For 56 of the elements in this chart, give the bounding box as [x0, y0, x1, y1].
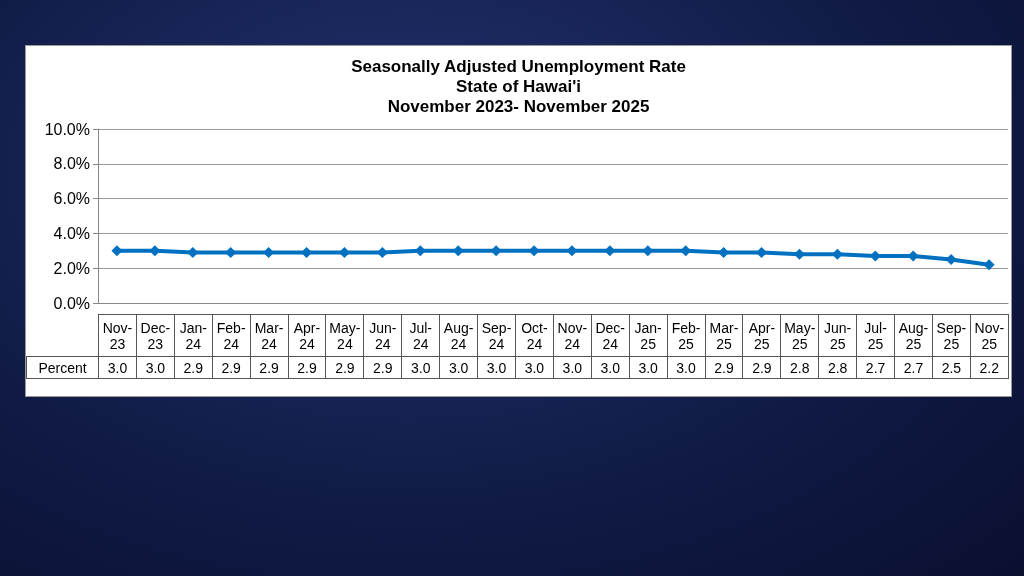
data-label: 2.9 [250, 356, 289, 379]
x-tick-label: Jan-24 [174, 314, 213, 357]
data-label: 2.9 [288, 356, 326, 379]
data-label: 2.9 [325, 356, 364, 379]
x-tick-label: Apr-24 [288, 314, 326, 357]
data-label: 2.9 [174, 356, 213, 379]
y-tick-label: 2.0% [53, 259, 90, 277]
y-tick-label: 8.0% [53, 155, 90, 173]
x-tick-label: Aug-25 [894, 314, 933, 357]
data-label: 3.0 [477, 356, 516, 379]
data-label: 3.0 [629, 356, 668, 379]
data-label: 2.5 [932, 356, 971, 379]
y-tick-label: 0.0% [53, 294, 90, 312]
data-label: 2.9 [363, 356, 402, 379]
x-tick-label: Mar-24 [250, 314, 289, 357]
x-tick-label: Feb-25 [667, 314, 705, 357]
x-tick-label: Nov-24 [553, 314, 592, 357]
data-label: 3.0 [98, 356, 137, 379]
y-tick-label: 4.0% [53, 224, 90, 242]
x-tick-label: Aug-24 [439, 314, 478, 357]
x-tick-label: Jan-25 [629, 314, 668, 357]
data-label: 2.9 [705, 356, 743, 379]
x-tick-label: Mar-25 [705, 314, 743, 357]
x-tick-label: Jul-25 [856, 314, 895, 357]
data-label: 2.2 [970, 356, 1009, 379]
x-tick-label: Jun-24 [363, 314, 402, 357]
data-label: 3.0 [667, 356, 705, 379]
data-label: 3.0 [439, 356, 478, 379]
x-tick-label: Feb-24 [212, 314, 251, 357]
y-tick-label: 10.0% [44, 120, 90, 138]
data-label: 3.0 [553, 356, 592, 379]
x-tick-label: Oct-24 [515, 314, 554, 357]
x-tick-label: Dec-24 [591, 314, 630, 357]
chart-title: Seasonally Adjusted Unemployment Rate State of Hawai'i November 2023- November 2025 [351, 56, 686, 116]
x-tick-label: Apr-25 [742, 314, 781, 357]
data-label: 2.8 [780, 356, 819, 379]
data-label: 2.7 [894, 356, 933, 379]
data-label: 3.0 [515, 356, 554, 379]
x-tick-label: Sep-24 [477, 314, 516, 357]
y-tick-label: 6.0% [53, 190, 90, 208]
text: Percent [26, 356, 99, 379]
data-label: 2.9 [742, 356, 781, 379]
x-tick-label: May-24 [325, 314, 364, 357]
data-label: 2.8 [818, 356, 857, 379]
x-tick-label: Jun-25 [818, 314, 857, 357]
x-tick-label: Dec-23 [136, 314, 175, 357]
x-tick-label: Sep-25 [932, 314, 971, 357]
data-label: 3.0 [591, 356, 630, 379]
x-tick-label: Jul-24 [401, 314, 440, 357]
data-label: 3.0 [136, 356, 175, 379]
x-tick-label: May-25 [780, 314, 819, 357]
x-tick-label: Nov-25 [970, 314, 1009, 357]
data-label: 2.7 [856, 356, 895, 379]
x-tick-label: Nov-23 [98, 314, 137, 357]
data-label: 3.0 [401, 356, 440, 379]
data-label: 2.9 [212, 356, 251, 379]
